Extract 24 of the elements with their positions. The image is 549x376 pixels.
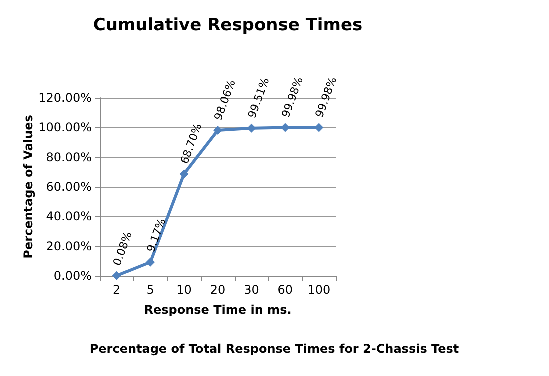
chart-title: Cumulative Response Times xyxy=(93,16,363,36)
data-label: 0.08% xyxy=(110,230,135,268)
y-tick-label: 0.00% xyxy=(54,269,92,283)
point xyxy=(112,271,122,280)
x-tick-label: 10 xyxy=(176,283,192,297)
point xyxy=(214,126,222,136)
x-tick-label: 60 xyxy=(278,283,294,297)
x-axis-title: Response Time in ms. xyxy=(144,303,292,317)
point xyxy=(146,258,156,267)
text: Percentage of Total Response Times for 2-Chassis Test xyxy=(90,342,460,356)
y-axis-title: Percentage of Values xyxy=(22,115,36,259)
x-tick-label: 30 xyxy=(244,283,260,297)
x-tick-label: 100 xyxy=(308,283,331,297)
point xyxy=(180,170,189,179)
y-tick-label: 40.00% xyxy=(46,210,92,224)
y-tick-label: 100.00% xyxy=(38,120,92,135)
x-tick-label: 2 xyxy=(113,283,121,297)
y-tick-label: 80.00% xyxy=(46,150,92,164)
y-tick-label: 60.00% xyxy=(46,180,92,194)
data-label: 9.17% xyxy=(144,216,169,254)
y-tick-label: 20.00% xyxy=(46,239,92,254)
x-tick-label: 5 xyxy=(146,283,154,297)
y-tick-label: 120.00% xyxy=(38,91,92,105)
x-tick-label: 20 xyxy=(210,283,226,297)
